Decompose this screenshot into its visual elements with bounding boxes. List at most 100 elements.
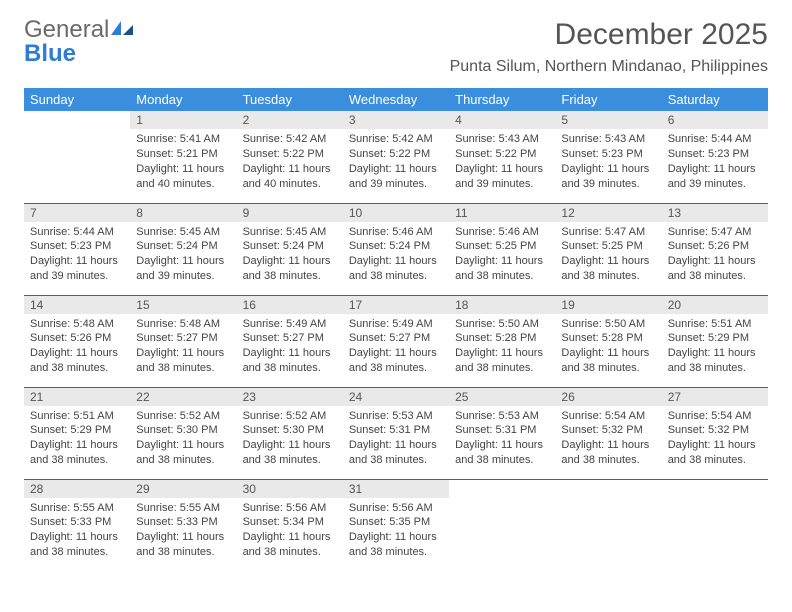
sunrise-line: Sunrise: 5:42 AM	[349, 132, 443, 147]
calendar-day-cell: 30Sunrise: 5:56 AMSunset: 5:34 PMDayligh…	[237, 479, 343, 571]
sunset-line: Sunset: 5:34 PM	[243, 515, 337, 530]
day-details: Sunrise: 5:55 AMSunset: 5:33 PMDaylight:…	[24, 498, 130, 563]
day-number: 17	[343, 296, 449, 314]
brand-word-1: General	[24, 16, 109, 43]
sunrise-line: Sunrise: 5:48 AM	[30, 317, 124, 332]
daylight-line: Daylight: 11 hours and 38 minutes.	[243, 346, 337, 376]
sunset-line: Sunset: 5:32 PM	[561, 423, 655, 438]
sunset-line: Sunset: 5:30 PM	[136, 423, 230, 438]
weekday-header: Friday	[555, 88, 661, 111]
day-number: 28	[24, 480, 130, 498]
calendar-week-row: 1Sunrise: 5:41 AMSunset: 5:21 PMDaylight…	[24, 111, 768, 203]
weekday-header: Tuesday	[237, 88, 343, 111]
daylight-line: Daylight: 11 hours and 38 minutes.	[349, 254, 443, 284]
brand-text: General Blue	[24, 18, 135, 66]
sunset-line: Sunset: 5:23 PM	[668, 147, 762, 162]
sunrise-line: Sunrise: 5:41 AM	[136, 132, 230, 147]
title-block: December 2025 Punta Silum, Northern Mind…	[450, 18, 768, 76]
daylight-line: Daylight: 11 hours and 38 minutes.	[30, 438, 124, 468]
day-number: 4	[449, 111, 555, 129]
calendar-day-cell: 18Sunrise: 5:50 AMSunset: 5:28 PMDayligh…	[449, 295, 555, 387]
sunrise-line: Sunrise: 5:49 AM	[243, 317, 337, 332]
calendar-day-cell: 14Sunrise: 5:48 AMSunset: 5:26 PMDayligh…	[24, 295, 130, 387]
sunset-line: Sunset: 5:25 PM	[455, 239, 549, 254]
daylight-line: Daylight: 11 hours and 39 minutes.	[136, 254, 230, 284]
weekday-header: Saturday	[662, 88, 768, 111]
sunrise-line: Sunrise: 5:54 AM	[668, 409, 762, 424]
day-details: Sunrise: 5:44 AMSunset: 5:23 PMDaylight:…	[662, 129, 768, 194]
calendar-day-cell: 5Sunrise: 5:43 AMSunset: 5:23 PMDaylight…	[555, 111, 661, 203]
calendar-day-cell: 7Sunrise: 5:44 AMSunset: 5:23 PMDaylight…	[24, 203, 130, 295]
sunrise-line: Sunrise: 5:43 AM	[561, 132, 655, 147]
calendar-week-row: 21Sunrise: 5:51 AMSunset: 5:29 PMDayligh…	[24, 387, 768, 479]
sunrise-line: Sunrise: 5:52 AM	[136, 409, 230, 424]
sunrise-line: Sunrise: 5:43 AM	[455, 132, 549, 147]
daylight-line: Daylight: 11 hours and 38 minutes.	[455, 254, 549, 284]
day-number: 3	[343, 111, 449, 129]
day-number: 13	[662, 204, 768, 222]
sunset-line: Sunset: 5:27 PM	[136, 331, 230, 346]
day-details: Sunrise: 5:47 AMSunset: 5:25 PMDaylight:…	[555, 222, 661, 287]
sunrise-line: Sunrise: 5:56 AM	[349, 501, 443, 516]
day-number: 22	[130, 388, 236, 406]
weekday-header: Monday	[130, 88, 236, 111]
calendar-week-row: 28Sunrise: 5:55 AMSunset: 5:33 PMDayligh…	[24, 479, 768, 571]
calendar-day-cell: 20Sunrise: 5:51 AMSunset: 5:29 PMDayligh…	[662, 295, 768, 387]
daylight-line: Daylight: 11 hours and 38 minutes.	[668, 254, 762, 284]
calendar-header-row: SundayMondayTuesdayWednesdayThursdayFrid…	[24, 88, 768, 111]
daylight-line: Daylight: 11 hours and 38 minutes.	[243, 530, 337, 560]
sunrise-line: Sunrise: 5:45 AM	[243, 225, 337, 240]
calendar-day-cell: 6Sunrise: 5:44 AMSunset: 5:23 PMDaylight…	[662, 111, 768, 203]
day-number: 30	[237, 480, 343, 498]
sunset-line: Sunset: 5:24 PM	[349, 239, 443, 254]
day-details: Sunrise: 5:52 AMSunset: 5:30 PMDaylight:…	[130, 406, 236, 471]
day-details: Sunrise: 5:52 AMSunset: 5:30 PMDaylight:…	[237, 406, 343, 471]
sunset-line: Sunset: 5:33 PM	[136, 515, 230, 530]
day-details: Sunrise: 5:42 AMSunset: 5:22 PMDaylight:…	[343, 129, 449, 194]
sunrise-line: Sunrise: 5:46 AM	[455, 225, 549, 240]
day-number: 16	[237, 296, 343, 314]
sunset-line: Sunset: 5:23 PM	[561, 147, 655, 162]
day-details: Sunrise: 5:47 AMSunset: 5:26 PMDaylight:…	[662, 222, 768, 287]
sunset-line: Sunset: 5:22 PM	[349, 147, 443, 162]
sunset-line: Sunset: 5:25 PM	[561, 239, 655, 254]
brand-logo: General Blue	[24, 18, 135, 66]
calendar-day-cell: 10Sunrise: 5:46 AMSunset: 5:24 PMDayligh…	[343, 203, 449, 295]
sunset-line: Sunset: 5:28 PM	[455, 331, 549, 346]
daylight-line: Daylight: 11 hours and 38 minutes.	[136, 438, 230, 468]
day-number: 24	[343, 388, 449, 406]
brand-sail-icon	[109, 18, 135, 42]
calendar-day-cell: 22Sunrise: 5:52 AMSunset: 5:30 PMDayligh…	[130, 387, 236, 479]
day-details: Sunrise: 5:46 AMSunset: 5:25 PMDaylight:…	[449, 222, 555, 287]
sunset-line: Sunset: 5:23 PM	[30, 239, 124, 254]
day-details: Sunrise: 5:45 AMSunset: 5:24 PMDaylight:…	[130, 222, 236, 287]
calendar-day-cell: 4Sunrise: 5:43 AMSunset: 5:22 PMDaylight…	[449, 111, 555, 203]
calendar-day-cell: 8Sunrise: 5:45 AMSunset: 5:24 PMDaylight…	[130, 203, 236, 295]
daylight-line: Daylight: 11 hours and 38 minutes.	[668, 438, 762, 468]
day-number: 31	[343, 480, 449, 498]
daylight-line: Daylight: 11 hours and 38 minutes.	[136, 530, 230, 560]
day-number: 12	[555, 204, 661, 222]
weekday-header: Wednesday	[343, 88, 449, 111]
sunset-line: Sunset: 5:32 PM	[668, 423, 762, 438]
sunset-line: Sunset: 5:24 PM	[136, 239, 230, 254]
daylight-line: Daylight: 11 hours and 40 minutes.	[243, 162, 337, 192]
sunset-line: Sunset: 5:27 PM	[349, 331, 443, 346]
day-details: Sunrise: 5:46 AMSunset: 5:24 PMDaylight:…	[343, 222, 449, 287]
calendar-day-cell: 15Sunrise: 5:48 AMSunset: 5:27 PMDayligh…	[130, 295, 236, 387]
calendar-day-cell: 28Sunrise: 5:55 AMSunset: 5:33 PMDayligh…	[24, 479, 130, 571]
calendar-day-cell: 26Sunrise: 5:54 AMSunset: 5:32 PMDayligh…	[555, 387, 661, 479]
day-number: 21	[24, 388, 130, 406]
day-number: 7	[24, 204, 130, 222]
daylight-line: Daylight: 11 hours and 38 minutes.	[561, 254, 655, 284]
calendar-day-cell: 13Sunrise: 5:47 AMSunset: 5:26 PMDayligh…	[662, 203, 768, 295]
daylight-line: Daylight: 11 hours and 38 minutes.	[136, 346, 230, 376]
sunset-line: Sunset: 5:22 PM	[243, 147, 337, 162]
sunrise-line: Sunrise: 5:46 AM	[349, 225, 443, 240]
calendar-day-cell: 11Sunrise: 5:46 AMSunset: 5:25 PMDayligh…	[449, 203, 555, 295]
calendar-day-cell	[449, 479, 555, 571]
sunrise-line: Sunrise: 5:52 AM	[243, 409, 337, 424]
sunrise-line: Sunrise: 5:50 AM	[561, 317, 655, 332]
calendar-week-row: 14Sunrise: 5:48 AMSunset: 5:26 PMDayligh…	[24, 295, 768, 387]
sunset-line: Sunset: 5:21 PM	[136, 147, 230, 162]
